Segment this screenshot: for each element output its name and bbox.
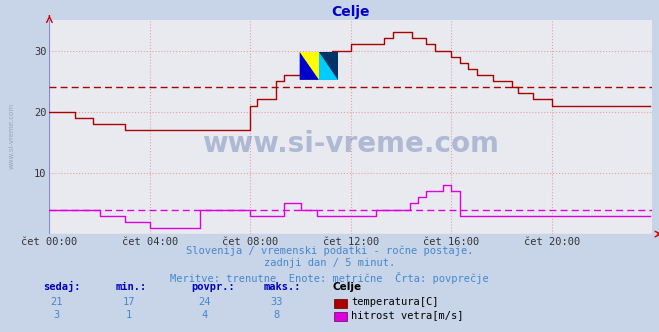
Text: 17: 17	[123, 297, 134, 307]
Text: 33: 33	[271, 297, 283, 307]
Text: Slovenija / vremenski podatki - ročne postaje.: Slovenija / vremenski podatki - ročne po…	[186, 245, 473, 256]
Polygon shape	[300, 52, 319, 80]
Bar	[300, 52, 319, 80]
Text: zadnji dan / 5 minut.: zadnji dan / 5 minut.	[264, 258, 395, 268]
Text: min.:: min.:	[115, 283, 146, 292]
Text: www.si-vreme.com: www.si-vreme.com	[9, 103, 14, 169]
Title: Celje: Celje	[331, 5, 370, 19]
Text: 1: 1	[125, 310, 132, 320]
Text: hitrost vetra[m/s]: hitrost vetra[m/s]	[351, 310, 464, 320]
Text: povpr.:: povpr.:	[191, 283, 235, 292]
Text: www.si-vreme.com: www.si-vreme.com	[202, 130, 500, 158]
Text: maks.:: maks.:	[264, 283, 301, 292]
Polygon shape	[319, 52, 338, 80]
Text: Meritve: trenutne  Enote: metrične  Črta: povprečje: Meritve: trenutne Enote: metrične Črta: …	[170, 272, 489, 284]
Bar	[319, 52, 338, 80]
Text: Celje: Celje	[333, 283, 362, 292]
Text: 21: 21	[50, 297, 62, 307]
Text: 8: 8	[273, 310, 280, 320]
Text: 4: 4	[201, 310, 208, 320]
Text: 3: 3	[53, 310, 59, 320]
Text: 24: 24	[198, 297, 210, 307]
Text: sedaj:: sedaj:	[43, 282, 80, 292]
Text: temperatura[C]: temperatura[C]	[351, 297, 439, 307]
